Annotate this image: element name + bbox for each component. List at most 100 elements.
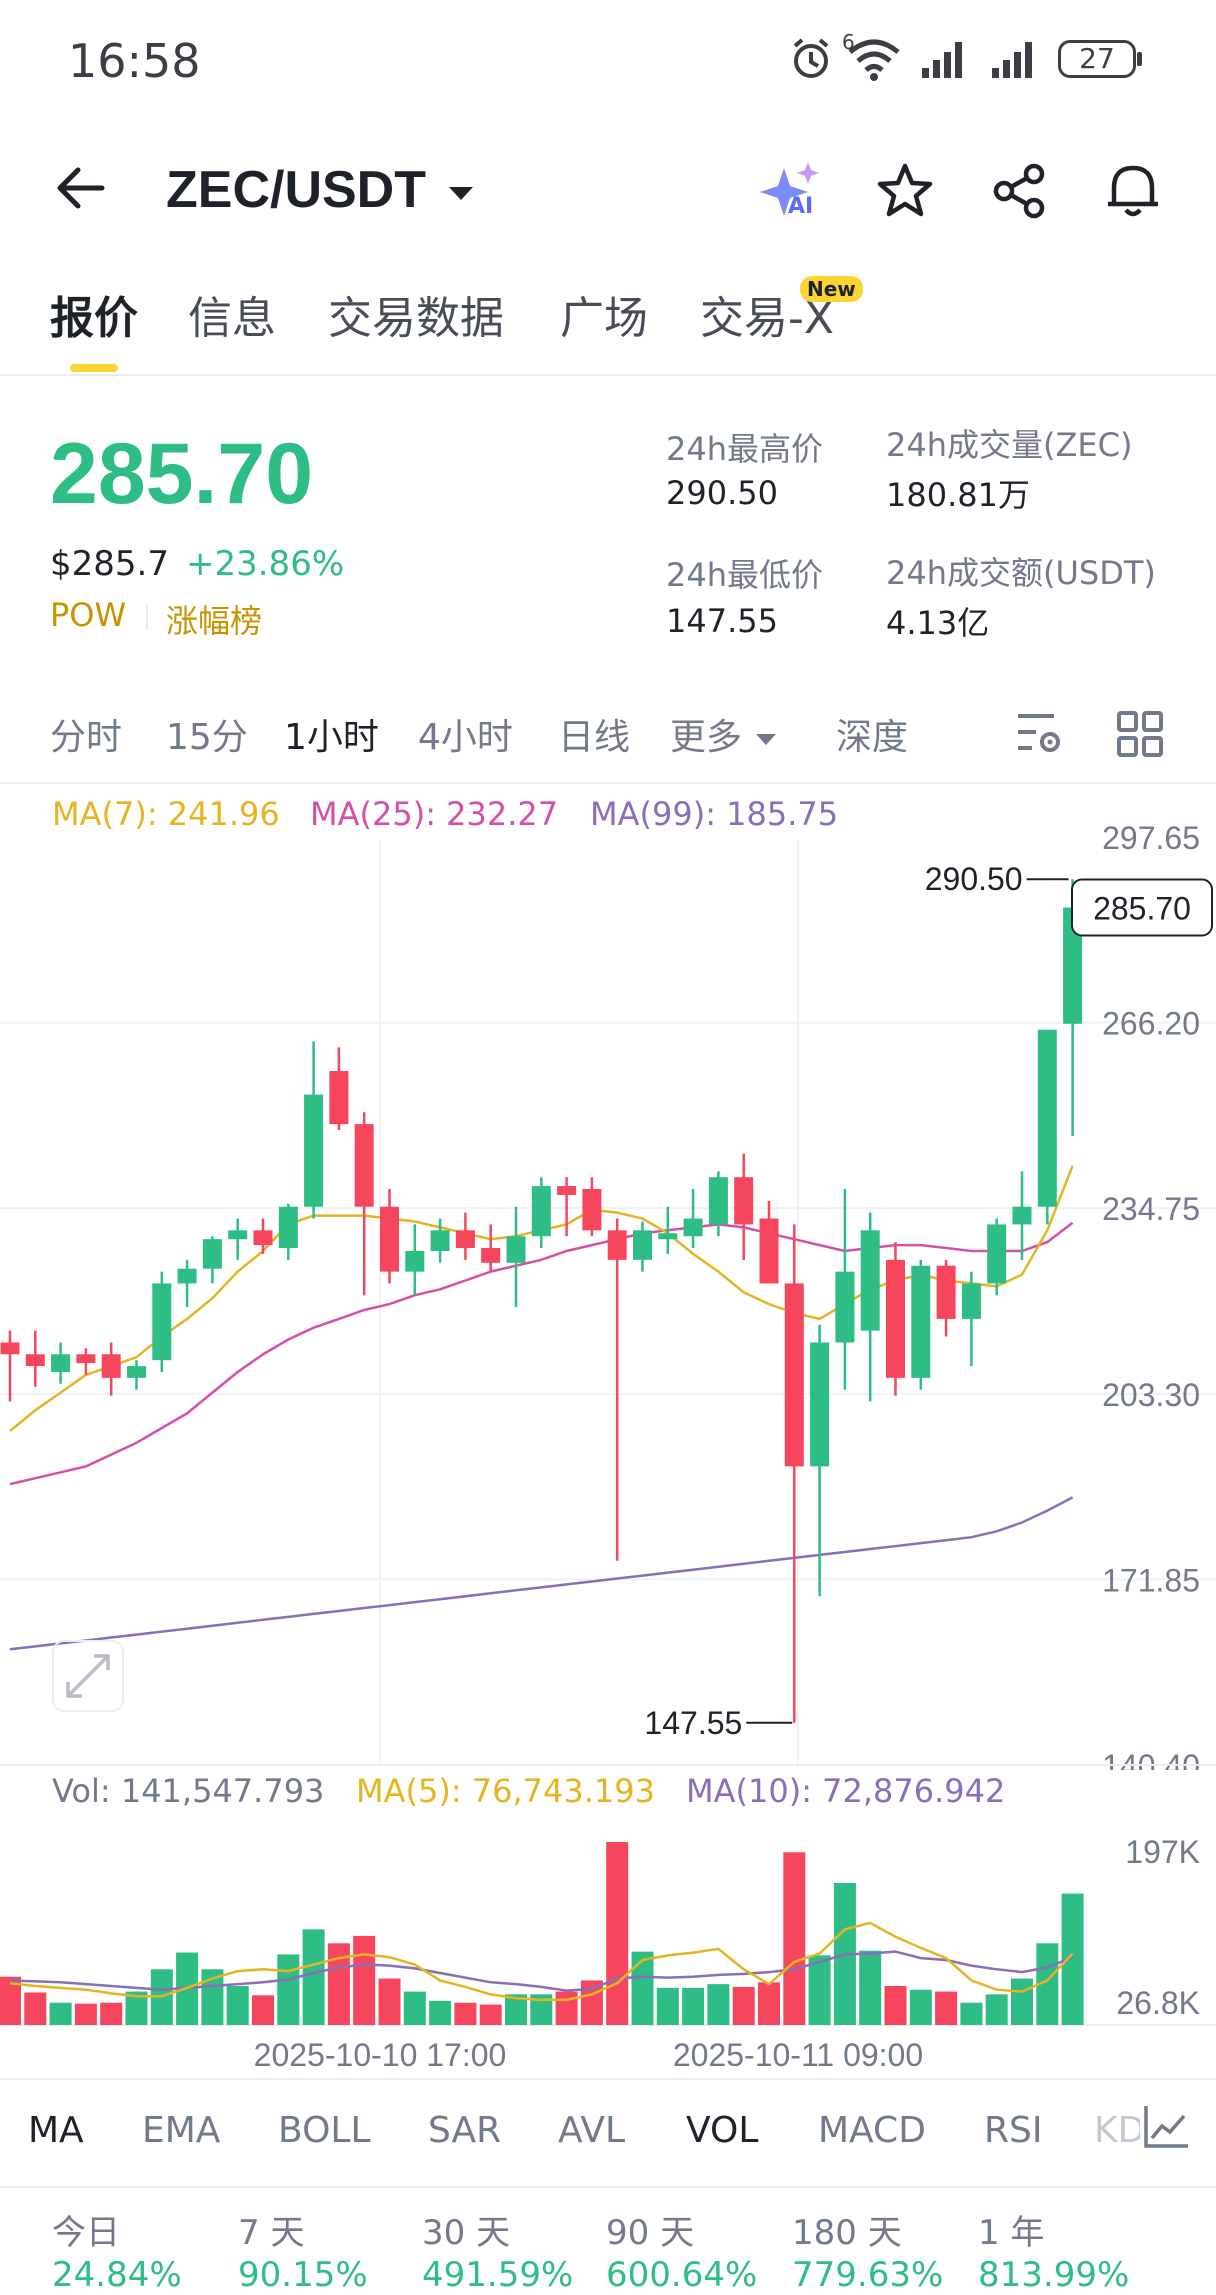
indicator-avl[interactable]: AVL xyxy=(558,2110,626,2151)
indicator-sar[interactable]: SAR xyxy=(428,2110,502,2151)
expand-chart-button[interactable] xyxy=(52,1640,124,1712)
volume-chart[interactable]: 197K 26.8K 2025-10-10 17:00 2025-10-11 09:0… xyxy=(0,1760,1216,2080)
favorite-button[interactable] xyxy=(876,162,934,224)
volume-bar xyxy=(935,1991,958,2025)
indicator-chart-button[interactable] xyxy=(1140,2100,1194,2158)
new-badge: New xyxy=(800,276,863,302)
candle-body xyxy=(354,1124,374,1207)
candle xyxy=(1012,1171,1032,1260)
interval-line[interactable]: 分时 xyxy=(50,717,123,758)
tab-trading-data[interactable]: 交易数据 xyxy=(328,293,504,344)
indicator-ema[interactable]: EMA xyxy=(142,2110,221,2151)
candle-body xyxy=(329,1070,349,1125)
candle-body xyxy=(1063,907,1083,1024)
ma99-legend: MA(99): 185.75 xyxy=(590,795,839,833)
interval-1h[interactable]: 1小时 xyxy=(284,717,379,758)
high-label: 24h最高价 xyxy=(666,430,824,468)
perf-label-30d: 30 天 xyxy=(422,2213,511,2253)
volume-bar xyxy=(378,1978,401,2025)
interval-15m[interactable]: 15分 xyxy=(166,717,248,758)
alert-button[interactable] xyxy=(1104,160,1162,224)
layout-grid-button[interactable] xyxy=(1116,710,1164,762)
expand-icon xyxy=(66,1654,110,1698)
indicator-macd[interactable]: MACD xyxy=(818,2110,926,2151)
volume-bar xyxy=(783,1852,806,2025)
interval-1d[interactable]: 日线 xyxy=(558,717,631,758)
candle xyxy=(0,1330,20,1402)
candle xyxy=(936,1259,956,1337)
candle-body xyxy=(481,1248,501,1263)
indicator-rsi[interactable]: RSI xyxy=(984,2110,1043,2151)
volume-bar xyxy=(1061,1893,1084,2025)
indicator-divider-bottom xyxy=(0,2186,1216,2188)
y-tick-label: 171.85 xyxy=(1102,1562,1200,1598)
candle xyxy=(481,1224,501,1272)
volume-bar xyxy=(580,1980,603,2025)
candle-body xyxy=(278,1206,298,1249)
back-button[interactable] xyxy=(52,160,108,220)
volume-bar xyxy=(859,1950,882,2025)
wifi-icon xyxy=(846,36,902,86)
volume-bar xyxy=(1011,1978,1033,2025)
bell-icon xyxy=(1108,165,1158,217)
perf-value-90d: 600.64% xyxy=(606,2255,758,2295)
volume-bar xyxy=(327,1943,350,2025)
usd-price: $285.7 xyxy=(50,544,169,584)
y-tick-label: 266.20 xyxy=(1102,1006,1200,1042)
volume-bar xyxy=(985,1994,1008,2025)
caret-down-icon xyxy=(449,187,474,201)
volume-bar xyxy=(0,1976,21,2025)
candle xyxy=(860,1212,880,1402)
candle-body xyxy=(531,1186,551,1237)
caret-down-icon xyxy=(756,734,777,745)
tab-quote[interactable]: 报价 xyxy=(50,293,138,344)
candle-body xyxy=(127,1366,146,1378)
perf-label-90d: 90 天 xyxy=(606,2213,695,2253)
ai-button[interactable]: AI xyxy=(758,158,822,222)
volume-y-tick-label: 197K xyxy=(1125,1834,1200,1870)
candle xyxy=(430,1218,450,1263)
candle-body xyxy=(1037,1029,1057,1207)
y-tick-label: 234.75 xyxy=(1102,1191,1200,1227)
interval-more[interactable]: 更多 xyxy=(670,708,779,760)
volume-bar xyxy=(252,1995,274,2025)
candle xyxy=(101,1342,121,1396)
candle-body xyxy=(228,1230,248,1240)
candle xyxy=(253,1218,273,1254)
indicator-boll[interactable]: BOLL xyxy=(278,2110,371,2151)
y-tick-label: 297.65 xyxy=(1102,820,1200,856)
indicator-ma[interactable]: MA xyxy=(28,2110,84,2151)
volume-bar xyxy=(479,2004,502,2025)
candle xyxy=(51,1342,71,1384)
ma99-line xyxy=(9,1496,1074,1651)
volume-bar xyxy=(74,2003,97,2025)
current-price-label: 285.70 xyxy=(1093,891,1191,927)
interval-4h[interactable]: 4小时 xyxy=(418,717,513,758)
last-price: 285.70 xyxy=(50,426,314,522)
candle-body xyxy=(25,1354,45,1367)
candle-body xyxy=(506,1236,526,1263)
tab-square[interactable]: 广场 xyxy=(560,293,648,344)
current-price-box xyxy=(1071,878,1213,937)
candle-body xyxy=(76,1354,96,1364)
indicator-vol[interactable]: VOL xyxy=(686,2110,759,2151)
tag-gainers[interactable]: 涨幅榜 xyxy=(166,602,263,640)
share-button[interactable] xyxy=(990,162,1048,224)
volume-bar xyxy=(656,1987,679,2025)
tag-pow[interactable]: POW xyxy=(50,596,127,634)
perf-label-7d: 7 天 xyxy=(238,2213,305,2253)
candle xyxy=(380,1189,399,1284)
candle xyxy=(886,1242,905,1396)
interval-depth[interactable]: 深度 xyxy=(836,717,909,758)
back-arrow-icon xyxy=(57,167,105,209)
chart-settings-button[interactable] xyxy=(1014,710,1064,760)
tab-info[interactable]: 信息 xyxy=(188,293,276,344)
candle xyxy=(557,1177,577,1237)
tag-separator xyxy=(146,604,148,630)
pair-selector[interactable]: ZEC/USDT xyxy=(166,160,476,220)
star-icon xyxy=(877,163,933,217)
perf-label-1y: 1 年 xyxy=(978,2213,1045,2253)
indicator-kd[interactable]: KD xyxy=(1094,2110,1146,2151)
candle xyxy=(835,1189,855,1390)
